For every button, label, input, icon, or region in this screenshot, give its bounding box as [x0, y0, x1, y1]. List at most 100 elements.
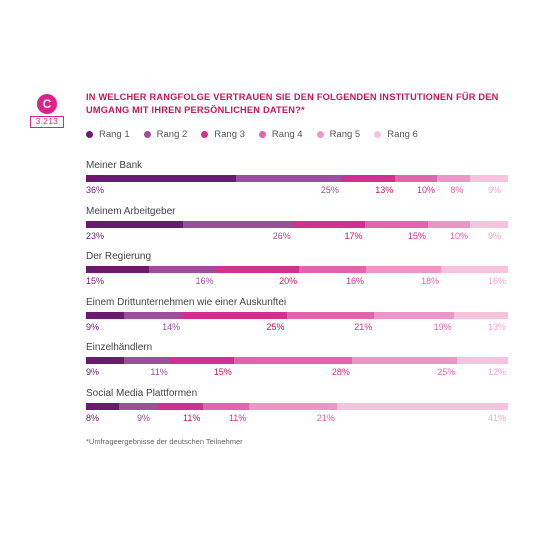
legend-item-5: Rang 5	[316, 129, 361, 140]
bar-segment-5-3	[170, 357, 234, 364]
value-label-6-5: 21%	[316, 412, 335, 423]
bar-segment-6-6	[336, 402, 508, 410]
legend-swatch-2	[143, 131, 151, 138]
value-label-3-6: 16%	[488, 276, 507, 286]
legend-swatch-5	[316, 131, 324, 138]
value-label-5-1: 9%	[86, 367, 100, 377]
value-label-1-5: 8%	[450, 185, 464, 195]
value-label-1-4: 10%	[416, 185, 435, 195]
bar-segment-5-5	[351, 357, 458, 364]
legend-label-5: Rang 5	[329, 129, 361, 140]
value-label-6-3: 11%	[182, 412, 201, 423]
row-label-2: Meinem Arbeitgeber	[86, 205, 176, 217]
value-label-4-2: 14%	[162, 321, 181, 332]
value-label-6-6: 41%	[488, 412, 507, 423]
stacked-bar-chart: Meiner Bank 36% 25% 13% 10% 8% 9% Meinem Arbeit…	[86, 0, 508, 540]
bar-segment-4-2	[123, 311, 183, 319]
bar-segment-2-4	[364, 220, 428, 228]
bar-segment-3-6	[441, 266, 508, 273]
bar-segment-2-2	[183, 220, 293, 228]
bar-segment-4-3	[182, 311, 287, 319]
row-label-6: Social Media Plattformen	[86, 387, 198, 399]
bar-segment-3-2	[148, 266, 216, 273]
bar-segment-4-5	[374, 311, 454, 319]
value-label-1-2: 25%	[320, 185, 339, 195]
legend-item-4: Rang 4	[258, 129, 303, 140]
value-label-2-6: 9%	[488, 230, 502, 241]
row-label-3: Der Regierung	[86, 251, 152, 262]
legend-item-3: Rang 3	[201, 129, 245, 140]
row-label-4: Einem Drittunternehmen wie einer Auskunf…	[86, 296, 287, 308]
row-label-5: Einzelhändlern	[86, 342, 153, 353]
bar-segment-5-2	[123, 357, 171, 364]
badge: C 3.213	[30, 94, 64, 128]
value-label-2-4: 15%	[407, 230, 426, 241]
bar-row-4	[86, 311, 508, 319]
legend-item-6: Rang 6	[374, 129, 418, 140]
value-label-5-3: 15%	[213, 367, 232, 377]
bar-segment-4-1	[86, 311, 124, 319]
footnote: *Umfrageergebnisse der deutschen Teilneh…	[86, 437, 243, 446]
bar-row-6	[86, 402, 508, 410]
value-label-5-4: 28%	[331, 367, 350, 377]
bar-segment-2-6	[469, 220, 508, 228]
bar-segment-6-5	[248, 402, 337, 410]
value-label-5-2: 11%	[150, 367, 168, 377]
badge-number: 3.213	[30, 116, 64, 128]
bar-segment-2-1	[86, 220, 184, 228]
legend-label-1: Rang 1	[99, 129, 130, 140]
bar-segment-6-2	[119, 402, 158, 410]
legend-swatch-6	[374, 131, 382, 138]
row-label-1: Meiner Bank	[86, 160, 143, 171]
value-label-2-2: 26%	[272, 230, 291, 241]
value-label-3-2: 16%	[195, 276, 214, 286]
value-label-3-5: 18%	[421, 276, 440, 286]
badge-letter: C	[37, 94, 57, 114]
bar-segment-3-5	[365, 266, 442, 273]
bar-segment-5-4	[233, 357, 352, 364]
bar-segment-5-1	[86, 357, 124, 364]
value-label-6-4: 11%	[228, 412, 247, 423]
bar-segment-4-6	[453, 311, 508, 319]
legend-label-4: Rang 4	[271, 129, 303, 140]
value-label-1-1: 36%	[86, 185, 105, 195]
value-label-5-6: 12%	[488, 367, 507, 377]
value-label-5-5: 25%	[437, 367, 456, 377]
legend-item-2: Rang 2	[143, 129, 188, 140]
legend: Rang 1 Rang 2 Rang 3 Rang 4 Rang 5 Rang 6	[86, 129, 418, 140]
bar-segment-3-1	[86, 266, 149, 273]
value-label-6-1: 8%	[86, 412, 100, 423]
bar-row-3	[86, 266, 508, 273]
value-label-3-4: 16%	[345, 276, 364, 286]
bar-segment-2-5	[427, 220, 470, 228]
legend-swatch-4	[258, 131, 266, 138]
value-label-3-1: 15%	[86, 276, 105, 286]
legend-label-6: Rang 6	[387, 129, 418, 140]
legend-swatch-3	[201, 131, 209, 138]
value-label-1-6: 9%	[488, 185, 502, 195]
bar-segment-1-6	[470, 175, 508, 182]
bar-segment-3-3	[215, 266, 300, 273]
value-label-2-5: 10%	[450, 230, 469, 241]
value-label-4-4: 21%	[354, 321, 373, 332]
value-label-6-2: 9%	[137, 412, 151, 423]
bar-segment-2-3	[292, 220, 365, 228]
legend-label-3: Rang 3	[214, 129, 245, 140]
bar-segment-1-4	[395, 175, 437, 182]
bar-segment-1-1	[86, 175, 237, 182]
bar-segment-5-6	[457, 357, 508, 364]
bar-segment-6-1	[86, 402, 120, 410]
bar-segment-6-3	[157, 402, 203, 410]
chart-title: IN WELCHER RANGFOLGE VERTRAUEN SIE DEN F…	[86, 92, 499, 115]
legend-swatch-1	[86, 131, 93, 138]
value-label-4-5: 19%	[433, 321, 452, 332]
bar-segment-1-3	[340, 175, 396, 182]
legend-item-1: Rang 1	[86, 129, 130, 140]
bar-segment-1-2	[236, 175, 341, 182]
bar-segment-3-4	[299, 266, 366, 273]
value-label-1-3: 13%	[375, 185, 394, 195]
bar-row-2	[86, 220, 508, 228]
legend-label-2: Rang 2	[156, 129, 188, 140]
value-label-2-1: 23%	[86, 230, 105, 241]
bar-segment-4-4	[286, 311, 375, 319]
